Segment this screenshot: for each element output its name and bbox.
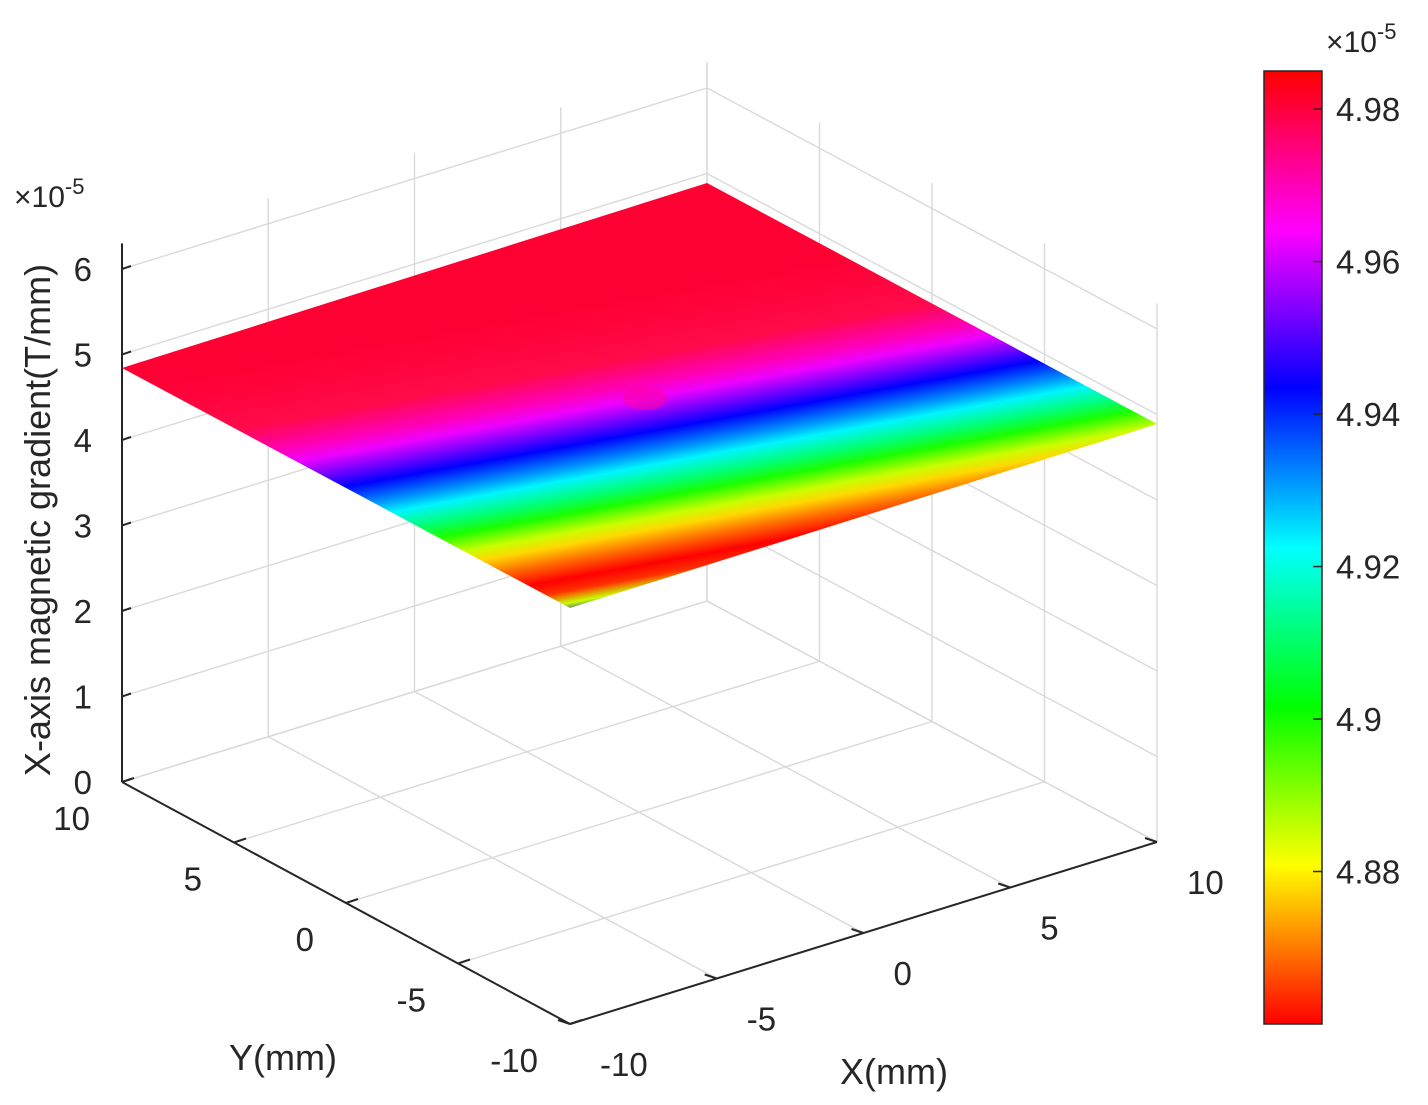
- colorbar-gradient: [1263, 70, 1323, 1025]
- x-tick-label: 0: [894, 955, 912, 992]
- floor-grid-line-y: [345, 720, 933, 904]
- x-axis-label: X(mm): [840, 1051, 948, 1092]
- z-tick-mark: [121, 350, 132, 356]
- colorbar-tick-label: 4.9: [1336, 701, 1382, 738]
- y-tick-mark: [233, 837, 247, 844]
- colorbar-multiplier: ×10-5: [1326, 19, 1396, 59]
- y-tick-label: 5: [184, 861, 202, 898]
- colorbar: 4.88 4.9 4.92 4.94 4.96 4.98 ×10-5: [1263, 19, 1400, 1025]
- y-tick-label: -10: [490, 1042, 538, 1079]
- z-tick-label: 2: [74, 593, 92, 630]
- z-axis-label: X-axis magnetic gradient(T/mm): [17, 264, 58, 776]
- y-tick-mark: [121, 777, 135, 783]
- surface-dimple: [623, 386, 667, 410]
- z-tick-label: 5: [74, 337, 92, 374]
- surface: [122, 183, 1157, 608]
- x-tick-mark: [704, 973, 718, 980]
- z-tick-label: 4: [74, 422, 92, 459]
- y-tick-label: 10: [53, 800, 90, 837]
- y-tick-mark: [569, 1019, 583, 1025]
- colorbar-tick-label: 4.96: [1336, 244, 1400, 281]
- z-tick-label: 3: [74, 508, 92, 545]
- y-axis-label: Y(mm): [229, 1037, 337, 1078]
- z-tick-mark: [121, 607, 132, 612]
- z-tick-mark: [121, 521, 132, 527]
- x-tick-mark: [997, 882, 1011, 889]
- colorbar-ticks: 4.88 4.9 4.92 4.94 4.96 4.98: [1313, 91, 1400, 891]
- z-tick-mark: [121, 436, 132, 441]
- x-tick-label: 5: [1040, 910, 1058, 947]
- y-tick-mark: [345, 898, 359, 904]
- axes: [121, 243, 1158, 1025]
- tick-labels: 0 1 2 3 4 5 6 -10 -5 0 5 10 -10 -5 0 5 10: [53, 251, 1223, 1083]
- floor-grid-line-y: [233, 660, 820, 844]
- x-tick-label: -5: [747, 1001, 776, 1038]
- x-tick-label: 10: [1187, 864, 1224, 901]
- z-tick-label: 6: [74, 251, 92, 288]
- z-tick-label: 1: [74, 679, 92, 716]
- x-tick-label: -10: [600, 1046, 648, 1083]
- z-tick-mark: [121, 692, 132, 698]
- colorbar-tick-label: 4.92: [1336, 549, 1400, 586]
- colorbar-tick-label: 4.88: [1336, 854, 1400, 891]
- z-tick-label: 0: [74, 764, 92, 801]
- colorbar-tick-label: 4.94: [1336, 396, 1400, 433]
- x-tick-mark: [1144, 837, 1158, 843]
- y-tick-label: 0: [296, 921, 314, 958]
- y-tick-mark: [457, 958, 471, 965]
- z-tick-mark: [121, 265, 132, 270]
- x-tick-mark: [851, 928, 864, 934]
- colorbar-tick-label: 4.98: [1336, 91, 1400, 128]
- x-tick-mark: [557, 1019, 571, 1025]
- z-multiplier: ×10-5: [14, 174, 84, 214]
- floor-grid-line-y: [457, 781, 1045, 965]
- y-tick-label: -5: [397, 982, 426, 1019]
